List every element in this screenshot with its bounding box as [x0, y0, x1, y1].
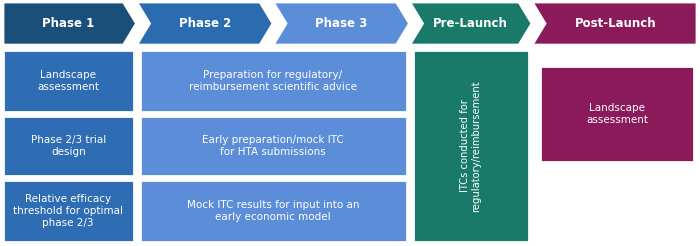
- Text: Landscape
assessment: Landscape assessment: [586, 103, 648, 125]
- FancyBboxPatch shape: [540, 66, 694, 162]
- Text: Phase 2/3 trial
design: Phase 2/3 trial design: [31, 135, 106, 157]
- FancyBboxPatch shape: [139, 180, 407, 242]
- Text: Phase 1: Phase 1: [42, 17, 94, 30]
- Text: Phase 3: Phase 3: [315, 17, 368, 30]
- FancyBboxPatch shape: [412, 50, 529, 242]
- Text: Landscape
assessment: Landscape assessment: [37, 70, 99, 92]
- Polygon shape: [3, 2, 136, 45]
- FancyBboxPatch shape: [3, 180, 134, 242]
- FancyBboxPatch shape: [3, 116, 134, 176]
- Text: Pre-Launch: Pre-Launch: [433, 17, 508, 30]
- Text: Mock ITC results for input into an
early economic model: Mock ITC results for input into an early…: [187, 200, 359, 222]
- Text: ITCs conducted for
regulatory/reimbursement: ITCs conducted for regulatory/reimbursem…: [460, 80, 482, 212]
- Text: Post-Launch: Post-Launch: [575, 17, 657, 30]
- FancyBboxPatch shape: [3, 50, 134, 112]
- Text: Preparation for regulatory/
reimbursement scientific advice: Preparation for regulatory/ reimbursemen…: [189, 70, 357, 92]
- Polygon shape: [273, 2, 410, 45]
- Polygon shape: [532, 2, 697, 45]
- Text: Relative efficacy
threshold for optimal
phase 2/3: Relative efficacy threshold for optimal …: [13, 194, 123, 228]
- FancyBboxPatch shape: [139, 116, 407, 176]
- Polygon shape: [136, 2, 273, 45]
- Polygon shape: [410, 2, 532, 45]
- Text: Early preparation/mock ITC
for HTA submissions: Early preparation/mock ITC for HTA submi…: [202, 135, 344, 157]
- Text: Phase 2: Phase 2: [178, 17, 231, 30]
- FancyBboxPatch shape: [139, 50, 407, 112]
